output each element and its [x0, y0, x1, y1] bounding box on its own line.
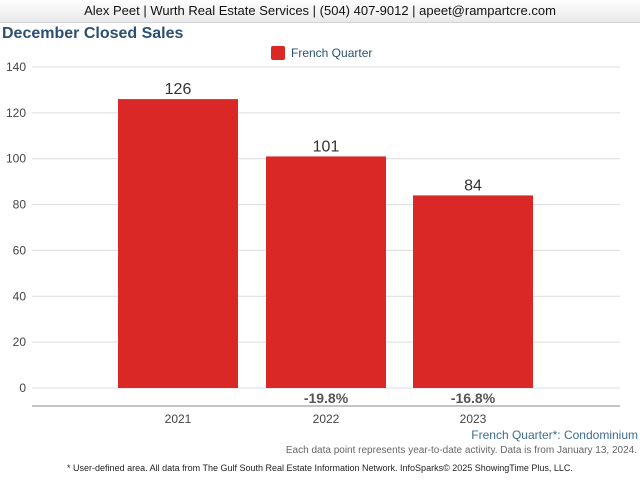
bar-value-label: 84: [464, 177, 482, 194]
legend[interactable]: French Quarter: [271, 45, 372, 61]
percent-change-label: -16.8%: [451, 390, 496, 406]
bar-value-label: 101: [313, 138, 340, 155]
y-tick-label: 140: [6, 60, 26, 74]
chart-subtitle: French Quarter*: Condominium: [471, 428, 638, 442]
x-tick-label: 2023: [460, 412, 487, 426]
bar: [118, 99, 238, 388]
y-tick-label: 20: [13, 335, 27, 349]
y-tick-label: 0: [19, 381, 26, 395]
x-tick-label: 2022: [313, 412, 340, 426]
y-tick-label: 80: [13, 198, 27, 212]
chart-title: December Closed Sales: [2, 25, 184, 42]
data-note: Each data point represents year-to-date …: [285, 445, 637, 456]
y-tick-label: 40: [13, 289, 27, 303]
y-tick-label: 120: [6, 106, 26, 120]
bar-value-label: 126: [165, 81, 192, 98]
y-tick-label: 100: [6, 152, 26, 166]
bar: [266, 156, 386, 388]
percent-change-label: -19.8%: [304, 390, 349, 406]
y-tick-label: 60: [13, 243, 27, 257]
legend-swatch: [271, 46, 285, 60]
bar: [413, 195, 533, 388]
x-tick-label: 2021: [165, 412, 192, 426]
footer-disclaimer: * User-defined area. All data from The G…: [67, 463, 573, 473]
legend-label: French Quarter: [291, 46, 373, 60]
agent-contact-bar: Alex Peet | Wurth Real Estate Services |…: [0, 0, 640, 23]
